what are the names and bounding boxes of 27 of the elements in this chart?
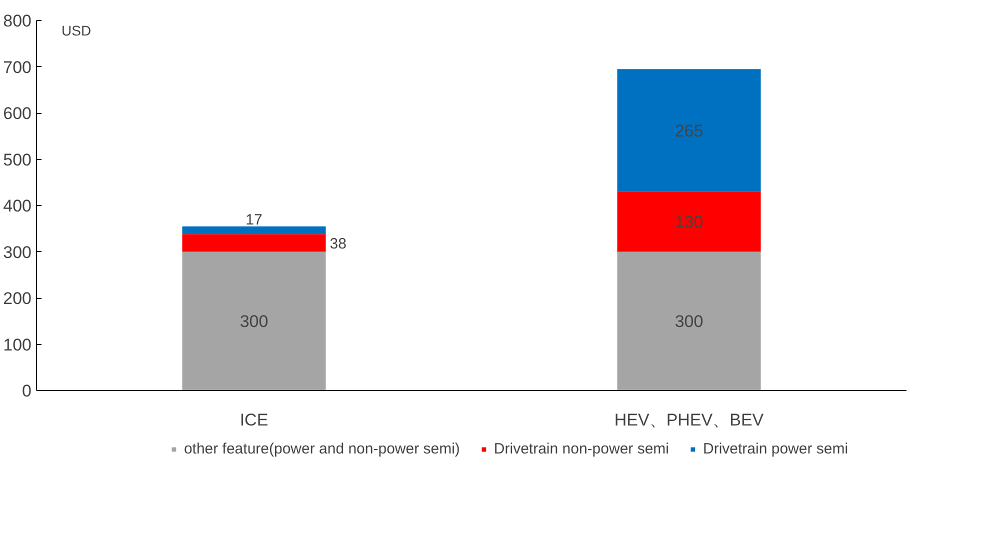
bar: [617, 69, 761, 192]
bar: [182, 234, 326, 252]
y-tick-label: 500: [3, 150, 32, 170]
data-label: 17: [246, 211, 262, 228]
y-tick-label: 400: [3, 196, 32, 216]
y-tick-label: 600: [3, 104, 32, 123]
data-label: 130: [674, 212, 704, 232]
x-tick-label: ICE: [240, 410, 268, 430]
data-label: 38: [330, 235, 346, 252]
y-tick-label: 200: [3, 289, 32, 308]
bar: [182, 252, 326, 390]
y-tick-label: 800: [3, 12, 32, 30]
y-tick-label: 0: [22, 382, 32, 400]
legend-label: Drivetrain non-power semi: [494, 440, 670, 458]
bar: [617, 192, 761, 252]
y-tick-label: 100: [3, 335, 32, 354]
legend-label: Drivetrain power semi: [703, 440, 848, 458]
y-tick-label: 700: [3, 58, 32, 77]
bar: [182, 226, 326, 234]
y-axis-title: USD: [62, 22, 92, 38]
y-tick-label: 300: [3, 242, 32, 262]
x-tick-label: HEV、PHEV、BEV: [614, 410, 764, 430]
data-label: 265: [674, 121, 704, 140]
data-label: 300: [240, 312, 268, 332]
data-label: 300: [674, 312, 704, 332]
bar: [617, 252, 761, 390]
legend-label: other feature(power and non-power semi): [184, 440, 460, 458]
